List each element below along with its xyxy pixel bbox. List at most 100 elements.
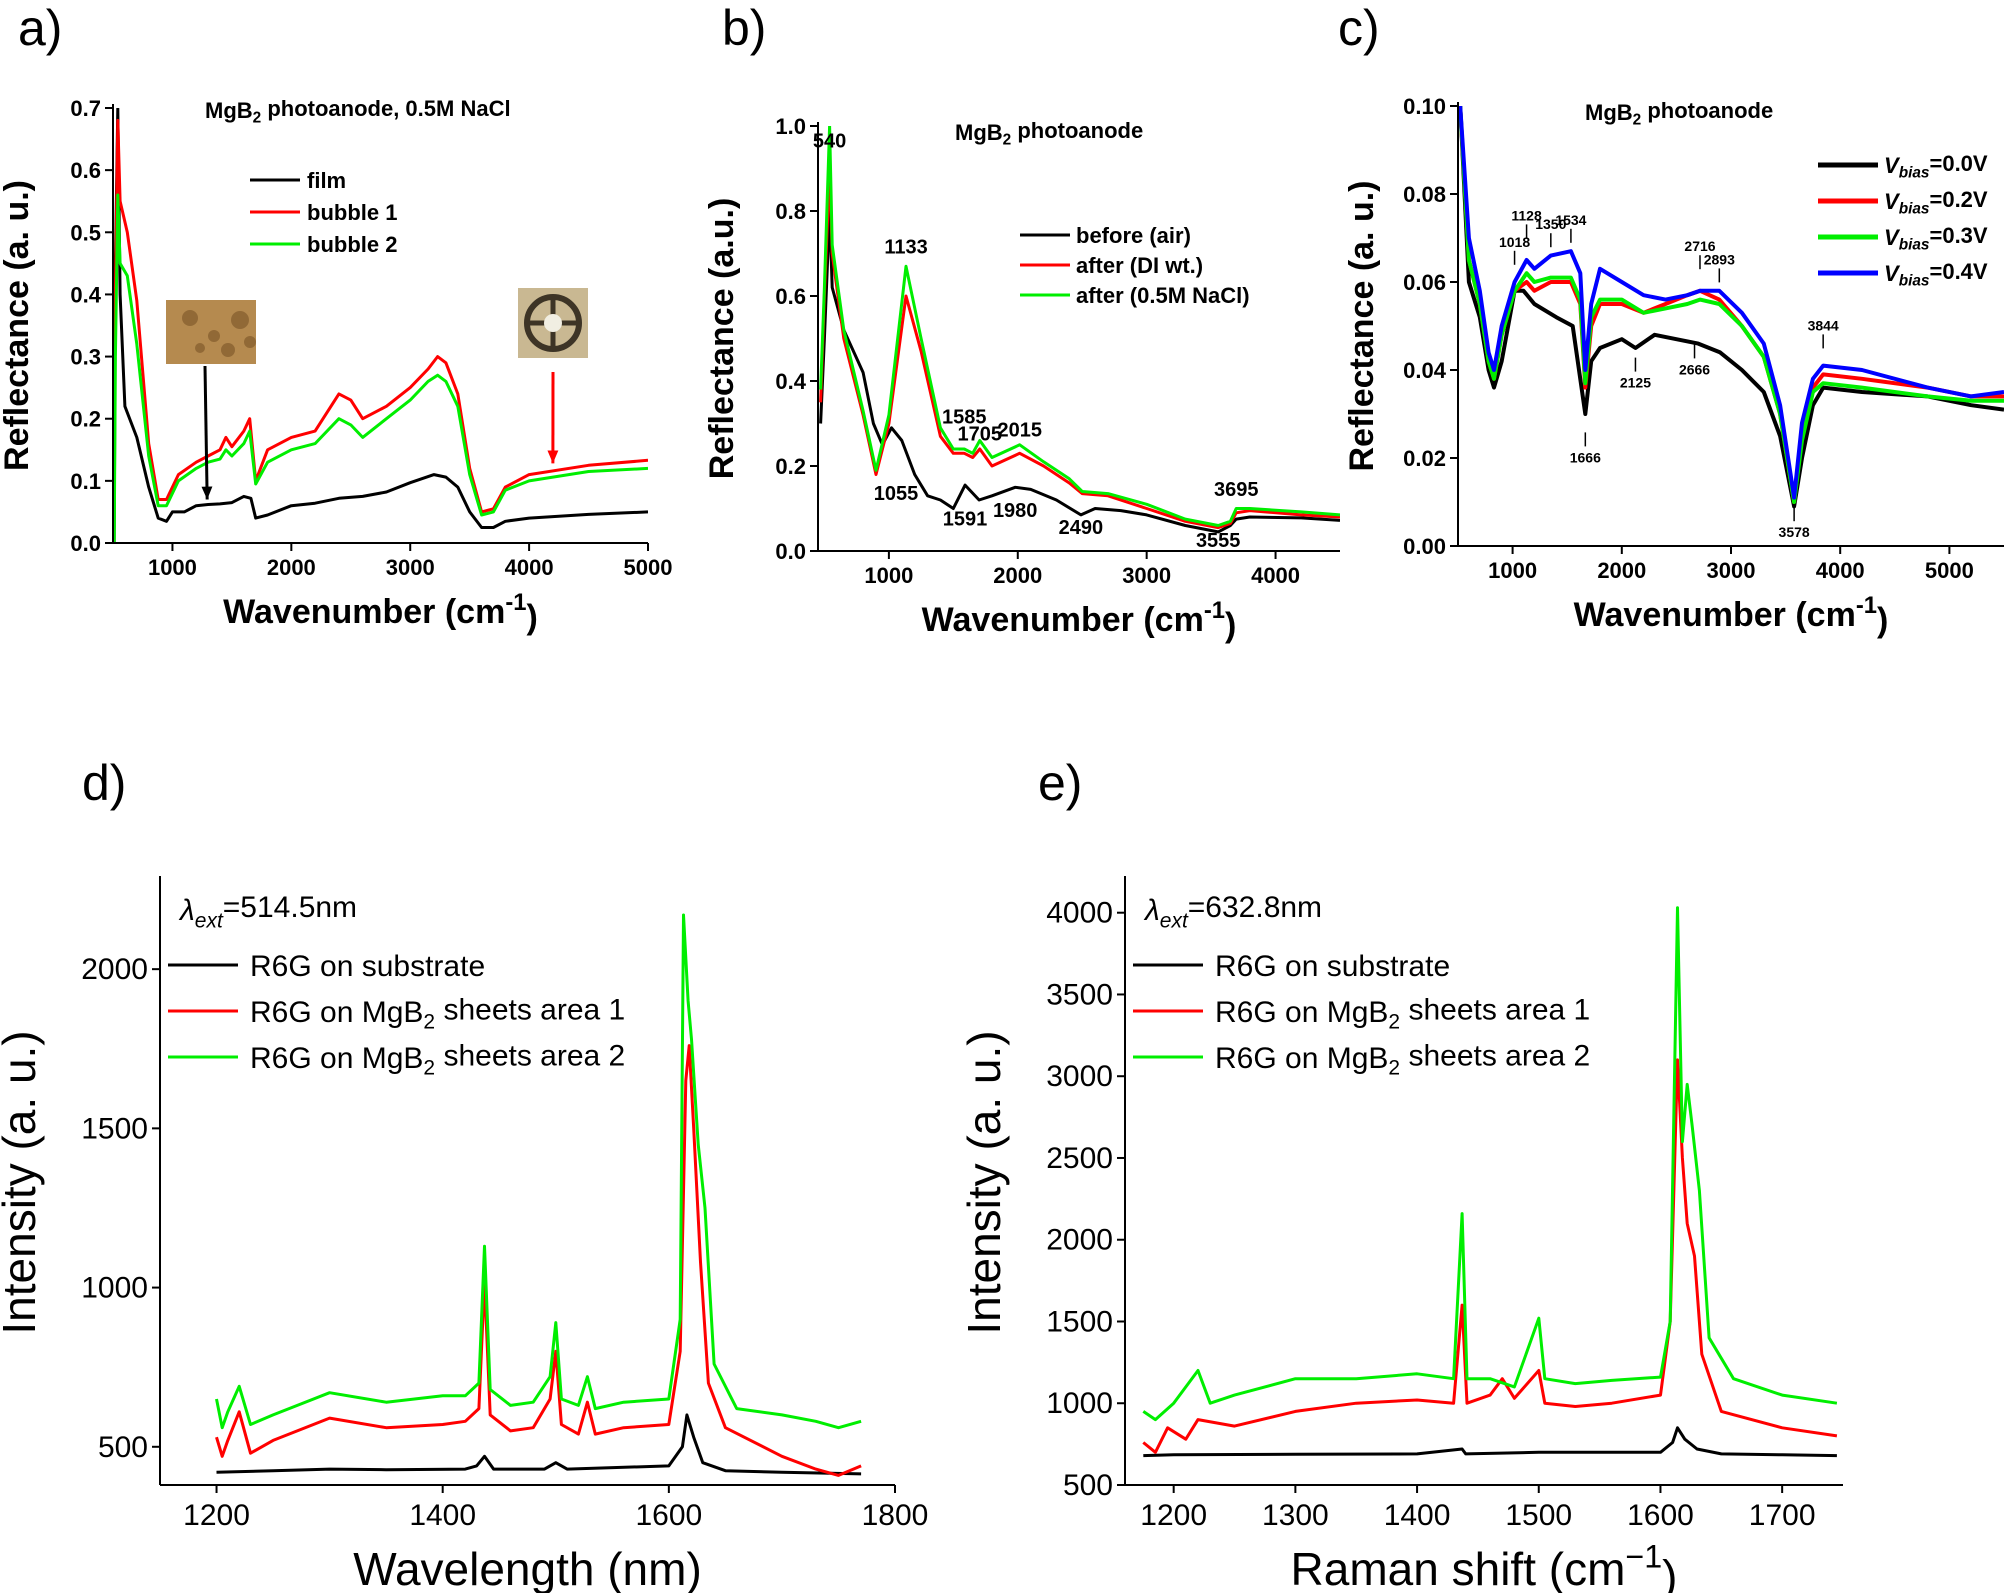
y-tick-label-c-2: 0.04 [1403,358,1447,383]
x-tick-label-c-3: 4000 [1816,558,1865,583]
legend-label-d-0: R6G on substrate [250,950,485,983]
legend-label-d-2: R6G on MgB2 sheets area 2 [250,1039,625,1079]
panel-label-d: d) [82,755,126,811]
x-axis-label-a: Wavenumber (cm-1) [223,589,538,637]
legend-label-a-1: bubble 1 [307,200,397,225]
x-tick-label-c-0: 1000 [1488,558,1537,583]
y-tick-label-e-2: 1500 [1046,1305,1113,1338]
y-tick-label-b-3: 0.6 [775,284,806,309]
peak-label-c-1: 1128 [1511,207,1542,223]
x-tick-label-d-1: 1400 [409,1499,476,1532]
x-tick-label-e-3: 1500 [1505,1499,1572,1532]
x-axis-label-d: Wavelength (nm) [353,1543,702,1593]
x-tick-label-b-1: 2000 [993,563,1042,588]
x-axis-label-c: Wavenumber (cm-1) [1574,592,1889,640]
series-line-e-2 [1142,906,1838,1422]
y-tick-label-c-5: 0.10 [1403,94,1446,119]
legend-label-a-0: film [307,168,346,193]
y-tick-label-a-4: 0.4 [70,282,101,307]
x-tick-label-b-2: 3000 [1122,563,1171,588]
series-line-a-0 [113,108,648,543]
legend-label-c-3: Vbias=0.4V [1884,259,1988,290]
bubble-micrograph-inset [518,288,588,358]
film-micrograph-inset [166,300,256,364]
x-tick-label-e-0: 1200 [1140,1499,1207,1532]
legend-label-e-0: R6G on substrate [1215,950,1450,983]
panel-label-a: a) [18,0,62,56]
peak-label-c-3: 1534 [1555,212,1586,228]
y-tick-label-d-3: 2000 [81,953,148,986]
legend-label-c-0: Vbias=0.0V [1884,151,1988,182]
x-tick-label-c-4: 5000 [1925,558,1974,583]
peak-label-b-2: 1585 [942,407,987,429]
y-tick-label-d-1: 1000 [81,1272,148,1305]
y-tick-label-a-2: 0.2 [70,407,101,432]
peak-label-c-10: 3844 [1808,317,1839,333]
x-tick-label-d-0: 1200 [183,1499,250,1532]
peak-label-b-1: 1133 [884,237,927,259]
y-axis-label-a: Reflectance (a. u.) [0,180,36,471]
x-tick-label-e-2: 1400 [1384,1499,1451,1532]
peak-label-b-6: 1591 [943,509,988,531]
peak-label-c-8: 2893 [1704,251,1735,267]
legend-label-c-1: Vbias=0.2V [1884,187,1988,218]
peak-label-c-9: 3578 [1779,524,1810,540]
y-tick-label-e-3: 2000 [1046,1224,1113,1257]
x-tick-label-e-4: 1600 [1627,1499,1694,1532]
y-tick-label-c-1: 0.02 [1403,446,1446,471]
chart-title-a: MgB2 photoanode, 0.5M NaCl [205,96,511,127]
panel-label-c: c) [1338,0,1380,56]
legend-label-b-0: before (air) [1076,223,1191,248]
series-group-a [113,108,648,543]
series-line-d-0 [216,1413,862,1476]
y-tick-label-c-0: 0.00 [1403,534,1446,559]
peak-label-b-9: 3555 [1196,530,1241,552]
peak-label-c-6: 2666 [1679,361,1710,377]
y-tick-label-d-2: 1500 [81,1112,148,1145]
y-tick-label-a-6: 0.6 [70,158,101,183]
y-tick-label-d-0: 500 [98,1431,148,1464]
y-tick-label-e-6: 3500 [1046,978,1113,1011]
panel-e-chart: 1200 1300 1400 1500 1600 1700 500 1000 1500 2000 2… [958,876,1843,1593]
peak-label-b-10: 3695 [1214,479,1259,501]
x-tick-label-b-3: 4000 [1251,563,1300,588]
series-group-b [819,126,1340,534]
legend-label-e-1: R6G on MgB2 sheets area 1 [1215,993,1590,1033]
y-tick-label-b-1: 0.2 [775,454,806,479]
y-tick-label-c-4: 0.08 [1403,182,1446,207]
legend-label-b-1: after (DI wt.) [1076,253,1203,278]
x-tick-label-d-2: 1600 [635,1499,702,1532]
excitation-label-d: λext=514.5nm [178,891,357,933]
x-tick-label-a-2: 3000 [386,555,435,580]
series-group-c [1458,106,2004,509]
y-tick-label-a-3: 0.3 [70,345,101,370]
series-line-a-2 [113,193,648,543]
peak-label-b-5: 1055 [874,483,919,505]
x-axis-label-e: Raman shift (cm−1) [1291,1538,1678,1593]
y-axis-label-b: Reflectance (a.u.) [703,198,741,480]
y-tick-label-a-1: 0.1 [70,469,101,494]
chart-title-b: MgB2 photoanode [955,118,1143,149]
legend-label-c-2: Vbias=0.3V [1884,223,1988,254]
x-tick-label-c-1: 2000 [1597,558,1646,583]
panel-label-b: b) [722,0,766,56]
x-tick-label-c-2: 3000 [1707,558,1756,583]
y-tick-label-e-1: 1000 [1046,1387,1113,1420]
x-tick-label-e-1: 1300 [1262,1499,1329,1532]
legend-label-b-2: after (0.5M NaCl) [1076,283,1250,308]
y-axis-label-c: Reflectance (a. u.) [1343,181,1381,472]
series-line-e-1 [1142,1058,1838,1454]
legend-label-a-2: bubble 2 [307,232,397,257]
series-line-c-3 [1458,106,2004,500]
y-tick-label-b-5: 1.0 [775,114,806,139]
peak-label-b-7: 1980 [993,500,1038,522]
series-group-d [215,913,862,1477]
peak-label-b-0: 540 [813,130,846,152]
y-axis-label-e: Intensity (a. u.) [958,1030,1010,1334]
y-tick-label-c-3: 0.06 [1403,270,1446,295]
chart-title-c: MgB2 photoanode [1585,98,1773,129]
y-tick-label-a-5: 0.5 [70,220,101,245]
series-line-c-0 [1458,106,2004,509]
y-tick-label-e-5: 3000 [1046,1060,1113,1093]
